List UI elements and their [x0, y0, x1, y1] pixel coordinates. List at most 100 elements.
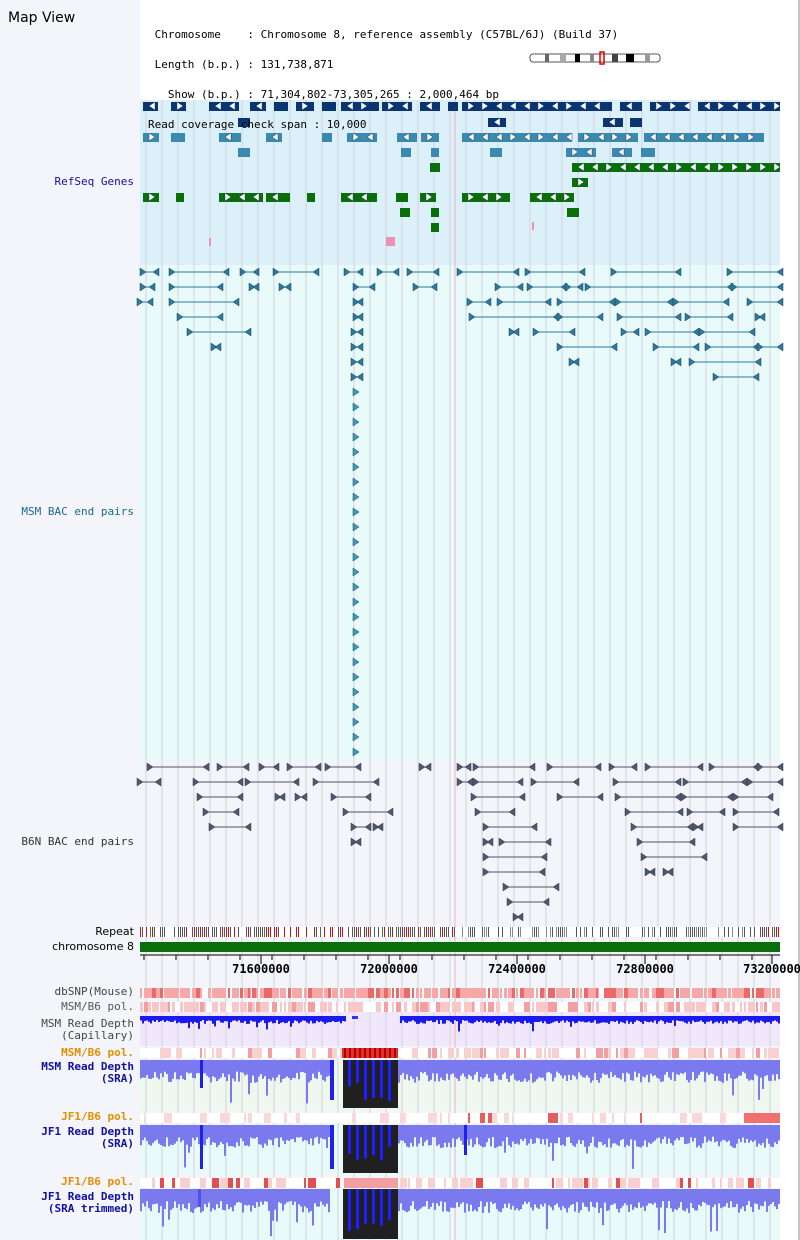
dbsnp-bar [628, 988, 634, 998]
jf1-trim-depth [654, 1189, 656, 1203]
msm-pol-bar [392, 1002, 394, 1012]
repeat-mark [220, 927, 221, 937]
msm-sra-depth [512, 1060, 514, 1074]
msm-capillary-depth [652, 1016, 654, 1023]
msm-bac-pair [712, 372, 720, 382]
repeat-mark [212, 927, 213, 937]
track-label-msm-b6-pol-1[interactable]: MSM/B6 pol. [61, 1000, 134, 1013]
msm-capillary-depth [418, 1016, 420, 1024]
jf1-trim-depth [744, 1189, 746, 1212]
b6n-bac-pair [196, 792, 204, 802]
b6n-bac-pair [630, 822, 638, 832]
jf1-sra-depth [454, 1125, 456, 1147]
b6n-bac-pair [386, 807, 394, 817]
msm-sra-depth [464, 1060, 466, 1077]
msm-bac-pair [168, 282, 176, 292]
gene-strand-arrow [509, 132, 517, 142]
msm-bac-end [352, 477, 360, 487]
jf1-sra-depth [514, 1125, 516, 1145]
jf1-sra-depth [660, 1125, 662, 1144]
repeat-mark [360, 927, 361, 937]
track-label-b6n-bac[interactable]: B6N BAC end pairs [21, 835, 134, 848]
track-label-repeat[interactable]: Repeat [95, 925, 134, 938]
msm-sra-pol-bar [472, 1048, 479, 1058]
msm-capillary-depth [734, 1016, 736, 1022]
ideogram [530, 54, 660, 62]
msm-sra-depth [558, 1060, 560, 1074]
msm-sra-pol-bar [668, 1048, 671, 1058]
refseq-gene [238, 148, 250, 157]
jf1-sra-depth [264, 1125, 266, 1144]
repeat-mark [226, 927, 227, 937]
repeat-mark [270, 927, 271, 937]
repeat-mark [256, 927, 257, 937]
jf1-trim-depth [706, 1189, 708, 1205]
gene-strand-arrow [583, 132, 591, 142]
msm-sra-pol-bar [652, 1048, 656, 1058]
msm-capillary-depth [702, 1016, 704, 1023]
jf1-sra-depth [698, 1125, 700, 1146]
jf1-trim-depth [250, 1189, 252, 1212]
jf1-pol-bar [228, 1178, 233, 1188]
msm-sra-depth [696, 1060, 698, 1079]
track-label-refseq[interactable]: RefSeq Genes [54, 175, 134, 188]
jf1-sra-depth [278, 1125, 280, 1148]
msm-sra-depth [422, 1060, 424, 1074]
b6n-bac-pair [354, 837, 362, 847]
gene-strand-arrow [495, 101, 503, 111]
jf1-pol-bar [512, 1178, 516, 1188]
gene-strand-arrow [719, 132, 727, 142]
msm-sra-pol-bar [524, 1048, 526, 1058]
dbsnp-bar [512, 988, 515, 998]
msm-pol-bar [428, 1002, 430, 1012]
msm-capillary-depth [448, 1016, 450, 1021]
msm-sra-depth [590, 1060, 592, 1083]
jf1-sra-depth [688, 1125, 690, 1144]
repeat-mark [502, 927, 503, 937]
track-label-jf1-depth-trimmed[interactable]: JF1 Read Depth (SRA trimmed) [41, 1191, 134, 1215]
b6n-bac-pair [146, 762, 154, 772]
msm-bac-pair [168, 267, 176, 277]
dbsnp-bar [308, 988, 314, 998]
msm-capillary-depth [186, 1016, 188, 1023]
jf1-trim-depth [292, 1189, 294, 1206]
msm-sra-pol-bar [516, 1048, 520, 1058]
jf1-trim-depth [414, 1189, 416, 1210]
jf1-pol-bar [628, 1178, 634, 1188]
msm-capillary-depth [692, 1016, 694, 1021]
track-label-msm-bac[interactable]: MSM BAC end pairs [21, 505, 134, 518]
msm-sra-depth [466, 1060, 468, 1079]
track-label-jf1-b6-pol-2[interactable]: JF1/B6 pol. [61, 1175, 134, 1188]
jf1-trim-depth [148, 1189, 150, 1209]
track-label-msm-depth-sra[interactable]: MSM Read Depth (SRA) [41, 1061, 134, 1085]
dbsnp-bar [772, 988, 775, 998]
msm-capillary-depth [452, 1016, 454, 1024]
track-label-jf1-depth-sra[interactable]: JF1 Read Depth (SRA) [41, 1126, 134, 1150]
gene-strand-arrow [551, 132, 559, 142]
jf1-trim-depth [320, 1189, 322, 1202]
track-label-dbsnp[interactable]: dbSNP(Mouse) [54, 985, 134, 998]
jf1-pol-bar [384, 1113, 389, 1123]
gene-strand-arrow [537, 101, 545, 111]
msm-capillary-depth [738, 1016, 740, 1024]
jf1-trim-depth [260, 1189, 262, 1202]
gene-strand-arrow [549, 192, 557, 202]
msm-sra-depth [514, 1060, 516, 1080]
b6n-bac-pair [732, 792, 740, 802]
track-label-msm-depth-capillary[interactable]: MSM Read Depth (Capillary) [41, 1018, 134, 1042]
repeat-mark [696, 927, 697, 937]
dbsnp-bar [724, 988, 727, 998]
msm-sra-depth [684, 1060, 686, 1073]
jf1-sra-depth [774, 1125, 776, 1143]
jf1-sra-depth [598, 1125, 600, 1142]
repeat-mark [404, 927, 405, 937]
track-label-jf1-b6-pol-1[interactable]: JF1/B6 pol. [61, 1110, 134, 1123]
dbsnp-bar [576, 988, 579, 998]
jf1-sra-depth [674, 1125, 676, 1141]
track-label-msm-b6-pol-2[interactable]: MSM/B6 pol. [61, 1046, 134, 1059]
jf1-sra-depth [240, 1125, 242, 1139]
msm-sra-depth [632, 1060, 634, 1081]
msm-capillary-depth [770, 1016, 772, 1024]
dbsnp-bar [552, 988, 555, 998]
